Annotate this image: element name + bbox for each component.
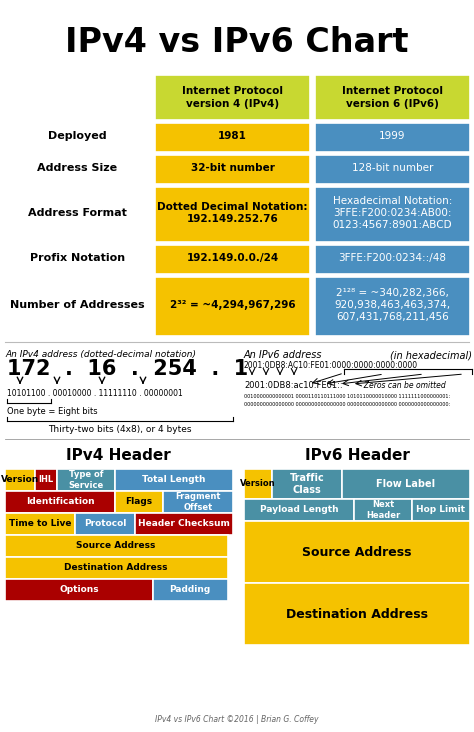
Bar xyxy=(155,187,310,242)
Bar xyxy=(153,579,228,601)
Text: 2001:0DB8:AC10:FE01:0000:0000:0000:0000: 2001:0DB8:AC10:FE01:0000:0000:0000:0000 xyxy=(244,360,418,370)
Bar xyxy=(315,187,470,242)
Text: IPv4 Header: IPv4 Header xyxy=(65,447,170,463)
Bar xyxy=(155,123,310,152)
Text: IPv6 Header: IPv6 Header xyxy=(305,447,410,463)
Text: IHL: IHL xyxy=(38,476,54,485)
Bar xyxy=(315,75,470,120)
Text: IPv4 vs IPv6 Chart: IPv4 vs IPv6 Chart xyxy=(65,26,409,59)
Bar xyxy=(5,579,153,601)
Text: Dotted Decimal Notation:
192.149.252.76: Dotted Decimal Notation: 192.149.252.76 xyxy=(157,202,308,224)
Text: Source Address: Source Address xyxy=(302,545,412,559)
Bar xyxy=(135,513,233,535)
Text: Identification: Identification xyxy=(26,498,94,507)
Text: Hexadecimal Notation:
3FFE:F200:0234:AB00:
0123:4567:8901:ABCD: Hexadecimal Notation: 3FFE:F200:0234:AB0… xyxy=(333,195,452,231)
Text: Number of Addresses: Number of Addresses xyxy=(10,300,145,310)
Text: Deployed: Deployed xyxy=(48,131,107,141)
Text: 0000000000000000 0000000000000000 0000000000000000 0000000000000000:: 0000000000000000 0000000000000000 000000… xyxy=(244,403,450,408)
Bar xyxy=(5,557,228,579)
Bar xyxy=(315,277,470,336)
Text: 128-bit number: 128-bit number xyxy=(352,163,433,173)
Text: Profix Notation: Profix Notation xyxy=(30,253,125,263)
Bar xyxy=(315,245,470,274)
Bar xyxy=(244,521,470,583)
Text: Internet Protocol
version 4 (IPv4): Internet Protocol version 4 (IPv4) xyxy=(182,86,283,109)
Bar xyxy=(315,155,470,184)
Bar xyxy=(412,499,470,521)
Text: 2¹²⁸ = ~340,282,366,
920,938,463,463,374,
607,431,768,211,456: 2¹²⁸ = ~340,282,366, 920,938,463,463,374… xyxy=(335,288,451,322)
Text: 192.149.0.0./24: 192.149.0.0./24 xyxy=(186,253,279,263)
Bar xyxy=(35,469,57,491)
Text: Type of
Service: Type of Service xyxy=(68,470,104,490)
Text: 3FFE:F200:0234::/48: 3FFE:F200:0234::/48 xyxy=(338,253,447,263)
Text: Protocol: Protocol xyxy=(84,520,126,529)
Text: Address Format: Address Format xyxy=(28,208,127,218)
Bar xyxy=(5,491,115,513)
Text: 10101100 . 00010000 . 11111110 . 00000001: 10101100 . 00010000 . 11111110 . 0000000… xyxy=(7,389,183,397)
Text: Internet Protocol
version 6 (IPv6): Internet Protocol version 6 (IPv6) xyxy=(342,86,443,109)
Text: An IPv6 address: An IPv6 address xyxy=(244,350,322,360)
Text: 172  .  16  .  254  .  1: 172 . 16 . 254 . 1 xyxy=(7,359,248,379)
Bar xyxy=(354,499,412,521)
Text: Fragment
Offset: Fragment Offset xyxy=(175,492,221,512)
Bar xyxy=(244,499,354,521)
Text: IPv4 vs IPv6 Chart ©2016 | Brian G. Coffey: IPv4 vs IPv6 Chart ©2016 | Brian G. Coff… xyxy=(155,715,319,724)
Bar xyxy=(5,469,35,491)
Bar xyxy=(115,491,163,513)
Text: An IPv4 address (dotted-decimal notation): An IPv4 address (dotted-decimal notation… xyxy=(5,351,196,359)
Text: Address Size: Address Size xyxy=(37,163,118,173)
Bar xyxy=(272,469,342,499)
Bar xyxy=(342,469,470,499)
Text: One byte = Eight bits: One byte = Eight bits xyxy=(7,406,98,416)
Text: Thirty-two bits (4x8), or 4 bytes: Thirty-two bits (4x8), or 4 bytes xyxy=(48,425,192,435)
Bar xyxy=(5,535,228,557)
Bar xyxy=(75,513,135,535)
Text: Destination Address: Destination Address xyxy=(286,608,428,621)
Bar xyxy=(115,469,233,491)
Bar xyxy=(315,123,470,152)
Text: Next
Header: Next Header xyxy=(366,500,400,520)
Text: Payload Length: Payload Length xyxy=(260,506,338,515)
Text: 2001:0DB8:ac10:FE01::: 2001:0DB8:ac10:FE01:: xyxy=(244,381,343,389)
Text: Padding: Padding xyxy=(169,586,210,594)
Bar xyxy=(163,491,233,513)
Bar xyxy=(155,75,310,120)
Text: Zeros can be omitted: Zeros can be omitted xyxy=(359,381,446,389)
Text: 32-bit number: 32-bit number xyxy=(191,163,274,173)
Text: 1981: 1981 xyxy=(218,131,247,141)
Text: Time to Live: Time to Live xyxy=(9,520,71,529)
Text: Version: Version xyxy=(1,476,39,485)
Text: 1999: 1999 xyxy=(379,131,406,141)
Text: Version: Version xyxy=(240,479,276,488)
Bar xyxy=(244,469,272,499)
Text: 2³² = ~4,294,967,296: 2³² = ~4,294,967,296 xyxy=(170,300,295,310)
Text: Hop Limit: Hop Limit xyxy=(417,506,465,515)
Bar xyxy=(155,245,310,274)
Text: (in hexadecimal): (in hexadecimal) xyxy=(390,350,472,360)
Bar xyxy=(155,155,310,184)
Text: Source Address: Source Address xyxy=(76,542,155,550)
Text: Header Checksum: Header Checksum xyxy=(138,520,230,529)
Text: Flow Label: Flow Label xyxy=(376,479,436,489)
Text: Total Length: Total Length xyxy=(142,476,206,485)
Text: Destination Address: Destination Address xyxy=(64,564,168,572)
Bar xyxy=(155,277,310,336)
Text: 0010000000000001 0000110110111000 1010110000010000 1111111000000001:: 0010000000000001 0000110110111000 101011… xyxy=(244,395,450,400)
Bar xyxy=(5,513,75,535)
Text: Options: Options xyxy=(59,586,99,594)
Text: Flags: Flags xyxy=(126,498,153,507)
Bar xyxy=(57,469,115,491)
Text: Traffic
Class: Traffic Class xyxy=(290,473,324,496)
Bar xyxy=(244,583,470,645)
